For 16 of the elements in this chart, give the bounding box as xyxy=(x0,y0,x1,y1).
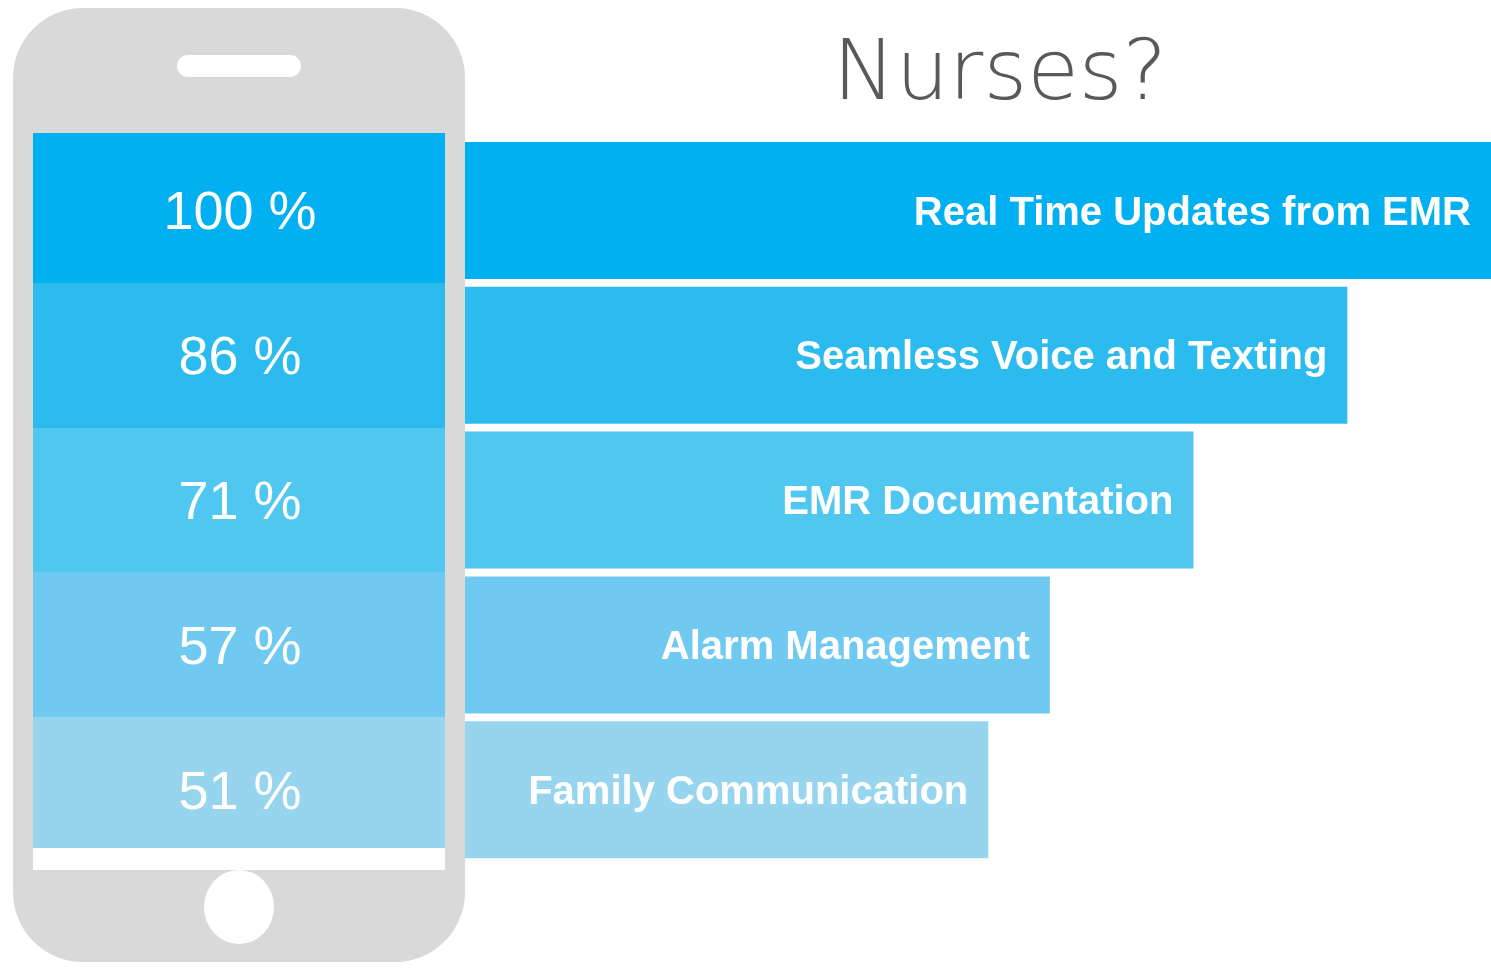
data-label: 100 % xyxy=(163,180,317,241)
data-label: 71 % xyxy=(178,470,302,530)
y-tick-label: Alarm Management xyxy=(660,622,1030,667)
y-tick-label: EMR Documentation xyxy=(782,478,1174,523)
data-label: 57 % xyxy=(178,614,302,675)
y-tick-label: Real Time Updates from EMR xyxy=(913,188,1472,233)
bar xyxy=(465,721,989,859)
bar xyxy=(465,286,1348,424)
bar xyxy=(465,142,1491,279)
y-tick-label: Seamless Voice and Texting xyxy=(795,333,1328,378)
bar xyxy=(465,431,1194,569)
data-label: 86 % xyxy=(178,325,302,386)
bar xyxy=(465,576,1050,714)
data-label: 51 % xyxy=(178,759,302,820)
y-tick-label: Family Communication xyxy=(528,767,969,812)
chart-title: Nurses? xyxy=(831,20,1169,120)
